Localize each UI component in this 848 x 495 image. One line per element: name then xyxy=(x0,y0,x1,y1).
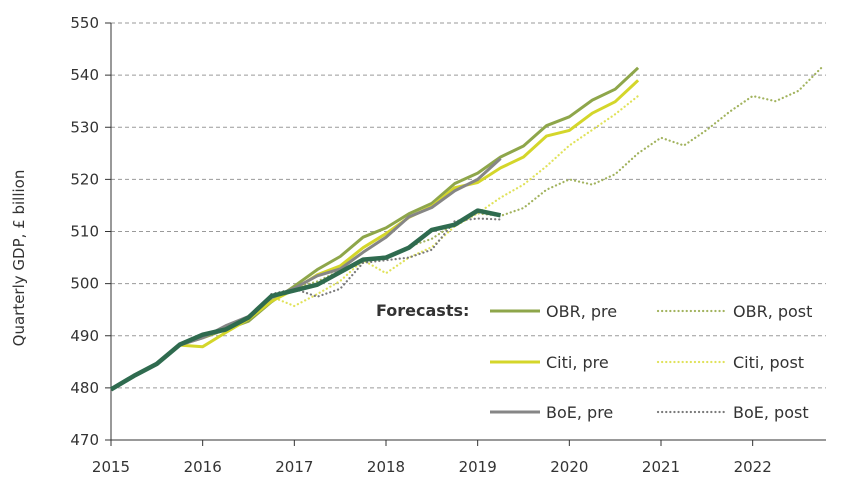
y-tick-label: 530 xyxy=(70,118,99,136)
y-tick-label: 540 xyxy=(70,66,99,84)
series-lines xyxy=(109,66,823,392)
legend: Forecasts: OBR, pre Citi, pre BoE, pre OBR,… xyxy=(376,301,812,422)
y-tick-label: 510 xyxy=(70,223,99,241)
gridlines xyxy=(111,22,826,389)
legend-label-obr-pre: OBR, pre xyxy=(546,302,617,321)
x-tick-label: 2018 xyxy=(367,458,405,476)
series-line-outturn xyxy=(109,208,502,392)
x-tick-label: 2016 xyxy=(184,458,222,476)
y-axis-label: Quarterly GDP, £ billion xyxy=(10,170,28,347)
y-tick-label: 480 xyxy=(70,379,99,397)
y-axis-ticks: 470 480 490 500 510 520 530 540 550 xyxy=(70,14,111,449)
legend-label-citi-post: Citi, post xyxy=(733,353,804,372)
x-tick-label: 2015 xyxy=(92,458,130,476)
legend-label-obr-post: OBR, post xyxy=(733,302,812,321)
x-tick-label: 2019 xyxy=(459,458,497,476)
x-axis-ticks: 2015 2016 2017 2018 2019 2020 2021 2022 xyxy=(92,440,772,476)
y-tick-label: 490 xyxy=(70,327,99,345)
y-tick-label: 470 xyxy=(70,431,99,449)
x-tick-label: 2022 xyxy=(734,458,772,476)
x-tick-label: 2020 xyxy=(550,458,588,476)
y-tick-label: 500 xyxy=(70,275,99,293)
legend-label-boe-pre: BoE, pre xyxy=(546,403,613,422)
x-tick-label: 2017 xyxy=(275,458,313,476)
series-line-boe-pre xyxy=(179,157,502,347)
legend-title: Forecasts: xyxy=(376,301,469,320)
legend-label-citi-pre: Citi, pre xyxy=(546,353,609,372)
y-tick-label: 520 xyxy=(70,170,99,188)
legend-label-boe-post: BoE, post xyxy=(733,403,809,422)
y-tick-label: 550 xyxy=(70,14,99,32)
x-tick-label: 2021 xyxy=(642,458,680,476)
